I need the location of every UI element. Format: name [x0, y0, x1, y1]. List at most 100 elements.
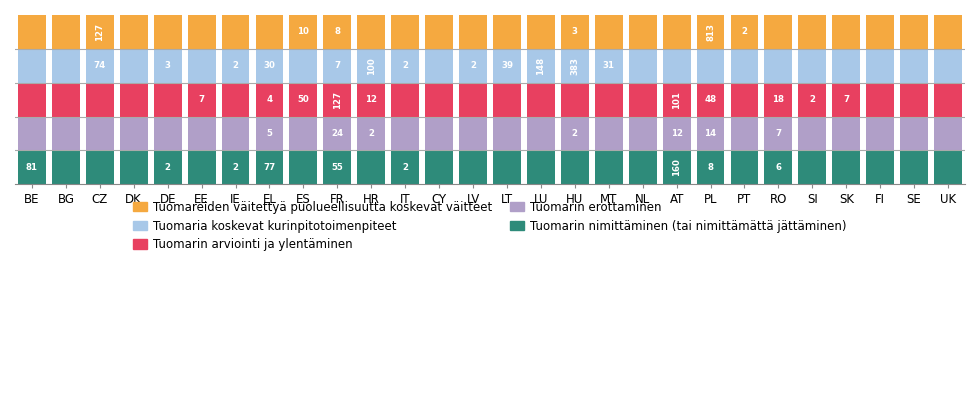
- Bar: [18, 49, 46, 83]
- Bar: [358, 15, 385, 49]
- Bar: [697, 49, 724, 83]
- Bar: [256, 150, 283, 184]
- Text: 77: 77: [264, 163, 275, 172]
- Bar: [391, 150, 419, 184]
- Bar: [934, 150, 962, 184]
- Text: 8: 8: [334, 27, 340, 37]
- Bar: [221, 117, 250, 150]
- Bar: [866, 83, 894, 117]
- Bar: [289, 117, 318, 150]
- Text: 3: 3: [571, 27, 578, 37]
- Bar: [561, 117, 589, 150]
- Text: 2: 2: [402, 61, 409, 70]
- Bar: [493, 49, 521, 83]
- Bar: [425, 83, 453, 117]
- Bar: [221, 83, 250, 117]
- Bar: [901, 117, 928, 150]
- Bar: [323, 83, 351, 117]
- Text: 48: 48: [705, 95, 716, 104]
- Bar: [358, 49, 385, 83]
- Bar: [697, 15, 724, 49]
- Bar: [561, 83, 589, 117]
- Bar: [629, 49, 657, 83]
- Bar: [527, 150, 555, 184]
- Bar: [52, 49, 79, 83]
- Text: 127: 127: [95, 23, 104, 41]
- Text: 18: 18: [772, 95, 784, 104]
- Bar: [934, 83, 962, 117]
- Bar: [289, 83, 318, 117]
- Bar: [323, 49, 351, 83]
- Bar: [730, 117, 759, 150]
- Text: 127: 127: [333, 90, 342, 109]
- Bar: [391, 117, 419, 150]
- Bar: [493, 117, 521, 150]
- Text: 74: 74: [94, 61, 106, 70]
- Bar: [527, 117, 555, 150]
- Bar: [459, 49, 487, 83]
- Bar: [52, 15, 79, 49]
- Bar: [459, 15, 487, 49]
- Bar: [459, 83, 487, 117]
- Bar: [832, 15, 860, 49]
- Bar: [561, 15, 589, 49]
- Text: 10: 10: [298, 27, 310, 37]
- Text: 14: 14: [705, 129, 716, 138]
- Bar: [120, 150, 148, 184]
- Bar: [866, 49, 894, 83]
- Bar: [289, 150, 318, 184]
- Bar: [595, 49, 622, 83]
- Text: 383: 383: [570, 57, 579, 75]
- Bar: [459, 150, 487, 184]
- Bar: [86, 117, 114, 150]
- Bar: [629, 117, 657, 150]
- Bar: [866, 150, 894, 184]
- Bar: [832, 117, 860, 150]
- Bar: [561, 49, 589, 83]
- Text: 101: 101: [672, 90, 681, 109]
- Bar: [595, 15, 622, 49]
- Bar: [901, 150, 928, 184]
- Bar: [527, 15, 555, 49]
- Bar: [391, 83, 419, 117]
- Bar: [391, 15, 419, 49]
- Bar: [52, 150, 79, 184]
- Text: 39: 39: [501, 61, 513, 70]
- Bar: [527, 83, 555, 117]
- Bar: [866, 15, 894, 49]
- Bar: [629, 83, 657, 117]
- Bar: [425, 15, 453, 49]
- Bar: [832, 49, 860, 83]
- Bar: [154, 49, 181, 83]
- Bar: [764, 150, 792, 184]
- Bar: [934, 117, 962, 150]
- Bar: [799, 83, 826, 117]
- Bar: [832, 83, 860, 117]
- Bar: [358, 150, 385, 184]
- Text: 81: 81: [25, 163, 38, 172]
- Bar: [730, 49, 759, 83]
- Bar: [697, 83, 724, 117]
- Text: 2: 2: [742, 27, 748, 37]
- Bar: [188, 49, 216, 83]
- Text: 2: 2: [232, 163, 238, 172]
- Text: 2: 2: [368, 129, 374, 138]
- Text: 148: 148: [536, 57, 546, 75]
- Text: 12: 12: [670, 129, 683, 138]
- Bar: [289, 49, 318, 83]
- Text: 813: 813: [706, 23, 715, 41]
- Text: 4: 4: [267, 95, 272, 104]
- Bar: [730, 15, 759, 49]
- Bar: [459, 117, 487, 150]
- Bar: [764, 15, 792, 49]
- Text: 2: 2: [402, 163, 409, 172]
- Bar: [934, 49, 962, 83]
- Bar: [256, 49, 283, 83]
- Bar: [154, 117, 181, 150]
- Bar: [730, 150, 759, 184]
- Bar: [561, 150, 589, 184]
- Bar: [86, 15, 114, 49]
- Bar: [221, 49, 250, 83]
- Text: 7: 7: [199, 95, 205, 104]
- Bar: [595, 83, 622, 117]
